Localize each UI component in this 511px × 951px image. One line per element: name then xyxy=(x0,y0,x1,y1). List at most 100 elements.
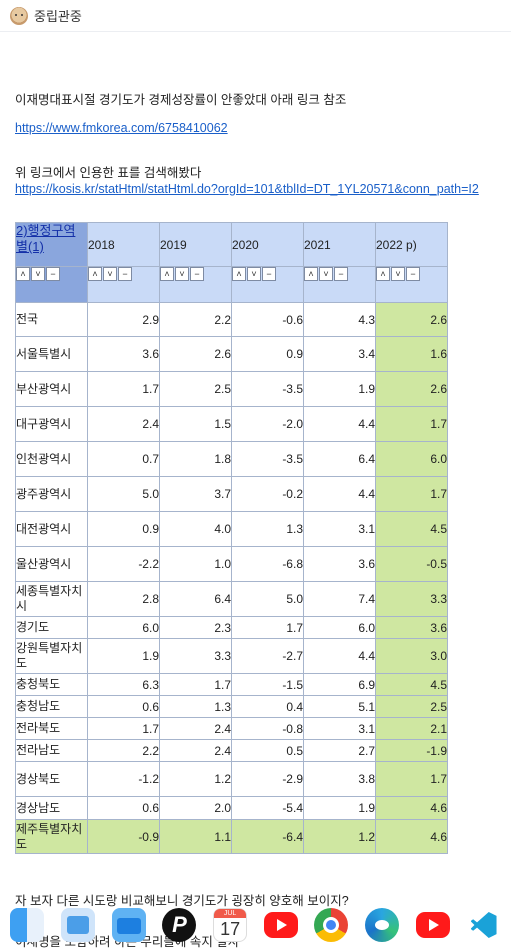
table-row: 제주특별자치도 -0.9 1.1 -6.4 1.2 4.6 xyxy=(15,819,448,854)
value-cell: 0.6 xyxy=(87,796,160,820)
folder-icon[interactable] xyxy=(111,908,146,942)
region-cell: 충청남도 xyxy=(15,695,88,718)
value-cell: 2.0 xyxy=(159,796,232,820)
value-cell: -0.8 xyxy=(231,717,304,740)
table-row: 세종특별자치시 2.8 6.4 5.0 7.4 3.3 xyxy=(15,581,448,617)
value-cell: 0.9 xyxy=(87,511,160,547)
sort-up-button[interactable]: ˄ xyxy=(304,267,318,281)
value-cell: -5.4 xyxy=(231,796,304,820)
post-paragraph: 자 보자 다른 시도랑 비교해보니 경기도가 굉장히 양호해 보이지? xyxy=(15,894,349,908)
value-cell: 1.7 xyxy=(159,673,232,696)
value-cell: 1.0 xyxy=(159,546,232,582)
value-cell: 1.7 xyxy=(87,371,160,407)
sort-up-button[interactable]: ˄ xyxy=(88,267,102,281)
value-cell: 2.4 xyxy=(87,406,160,442)
value-cell: 1.3 xyxy=(231,511,304,547)
value-cell: 3.1 xyxy=(303,511,376,547)
username[interactable]: 중립관중 xyxy=(34,9,82,24)
kosis-link[interactable]: https://kosis.kr/statHtml/statHtml.do?or… xyxy=(15,182,479,196)
value-cell: 0.9 xyxy=(231,336,304,372)
edge-icon[interactable] xyxy=(365,908,400,942)
sort-up-button[interactable]: ˄ xyxy=(16,267,30,281)
post-paragraph: 위 링크에서 인용한 표를 검색해봤다 xyxy=(15,166,202,180)
sort-down-button[interactable]: ˅ xyxy=(391,267,405,281)
value-cell: 6.0 xyxy=(303,616,376,639)
table-row: 경기도 6.0 2.3 1.7 6.0 3.6 xyxy=(15,616,448,639)
value-cell: -2.0 xyxy=(231,406,304,442)
calendar-day: 17 xyxy=(220,919,241,939)
value-cell: 4.4 xyxy=(303,406,376,442)
value-cell: -1.5 xyxy=(231,673,304,696)
value-cell: 3.1 xyxy=(303,717,376,740)
collapse-button[interactable]: − xyxy=(46,267,60,281)
finder-icon[interactable] xyxy=(10,908,45,942)
table-row: 강원특별자치도 1.9 3.3 -2.7 4.4 3.0 xyxy=(15,638,448,674)
value-cell: 6.4 xyxy=(303,441,376,477)
table-row: 울산광역시 -2.2 1.0 -6.8 3.6 -0.5 xyxy=(15,546,448,582)
table-row: 경상북도 -1.2 1.2 -2.9 3.8 1.7 xyxy=(15,761,448,797)
collapse-button[interactable]: − xyxy=(262,267,276,281)
sort-down-button[interactable]: ˅ xyxy=(175,267,189,281)
value-cell: -2.7 xyxy=(231,638,304,674)
region-cell: 광주광역시 xyxy=(15,476,88,512)
table-row: 대전광역시 0.9 4.0 1.3 3.1 4.5 xyxy=(15,511,448,547)
sort-down-button[interactable]: ˅ xyxy=(319,267,333,281)
value-cell: -0.9 xyxy=(87,819,160,854)
table-row: 광주광역시 5.0 3.7 -0.2 4.4 1.7 xyxy=(15,476,448,512)
fmkorea-link[interactable]: https://www.fmkorea.com/6758410062 xyxy=(15,121,228,135)
chrome-icon[interactable] xyxy=(314,908,349,942)
avatar[interactable] xyxy=(10,6,28,25)
collapse-button[interactable]: − xyxy=(406,267,420,281)
value-cell: 0.5 xyxy=(231,739,304,762)
value-cell: 0.7 xyxy=(87,441,160,477)
value-cell: 2.2 xyxy=(159,302,232,337)
value-cell: 2.3 xyxy=(159,616,232,639)
value-cell: 1.8 xyxy=(159,441,232,477)
collapse-button[interactable]: − xyxy=(118,267,132,281)
value-cell: 5.0 xyxy=(87,476,160,512)
value-cell: 3.6 xyxy=(303,546,376,582)
value-cell: 3.6 xyxy=(375,616,448,639)
year-header: 2018 xyxy=(87,222,160,267)
sort-controls: ˄ ˅ − xyxy=(303,266,376,303)
youtube-icon[interactable] xyxy=(263,912,298,938)
collapse-button[interactable]: − xyxy=(334,267,348,281)
value-cell: 1.9 xyxy=(87,638,160,674)
sort-up-button[interactable]: ˄ xyxy=(160,267,174,281)
calendar-icon[interactable]: JUL 17 xyxy=(213,908,248,942)
sort-up-button[interactable]: ˄ xyxy=(376,267,390,281)
value-cell: -3.5 xyxy=(231,371,304,407)
files-icon[interactable] xyxy=(61,908,96,942)
value-cell: 2.5 xyxy=(375,695,448,718)
value-cell: 1.9 xyxy=(303,371,376,407)
value-cell: 0.4 xyxy=(231,695,304,718)
value-cell: 4.4 xyxy=(303,476,376,512)
sort-down-button[interactable]: ˅ xyxy=(31,267,45,281)
region-cell: 전라남도 xyxy=(15,739,88,762)
table-row: 충청남도 0.6 1.3 0.4 5.1 2.5 xyxy=(15,695,448,718)
value-cell: -2.9 xyxy=(231,761,304,797)
value-cell: -0.2 xyxy=(231,476,304,512)
value-cell: 1.7 xyxy=(231,616,304,639)
year-header: 2022 p) xyxy=(375,222,448,267)
value-cell: -1.2 xyxy=(87,761,160,797)
value-cell: -2.2 xyxy=(87,546,160,582)
value-cell: 2.8 xyxy=(87,581,160,617)
table-row: 충청북도 6.3 1.7 -1.5 6.9 4.5 xyxy=(15,673,448,696)
region-cell: 경상북도 xyxy=(15,761,88,797)
value-cell: 3.4 xyxy=(303,336,376,372)
table-row: 인천광역시 0.7 1.8 -3.5 6.4 6.0 xyxy=(15,441,448,477)
sort-down-button[interactable]: ˅ xyxy=(103,267,117,281)
sort-down-button[interactable]: ˅ xyxy=(247,267,261,281)
vscode-icon[interactable] xyxy=(467,908,501,942)
picsart-icon[interactable]: P xyxy=(162,908,197,942)
value-cell: 6.3 xyxy=(87,673,160,696)
value-cell: 6.9 xyxy=(303,673,376,696)
region-cell: 대전광역시 xyxy=(15,511,88,547)
sort-up-button[interactable]: ˄ xyxy=(232,267,246,281)
value-cell: 2.1 xyxy=(375,717,448,740)
youtube-icon[interactable] xyxy=(415,912,450,938)
value-cell: 4.4 xyxy=(303,638,376,674)
collapse-button[interactable]: − xyxy=(190,267,204,281)
region-header-link[interactable]: 2)행정구역별(1) xyxy=(16,223,76,254)
